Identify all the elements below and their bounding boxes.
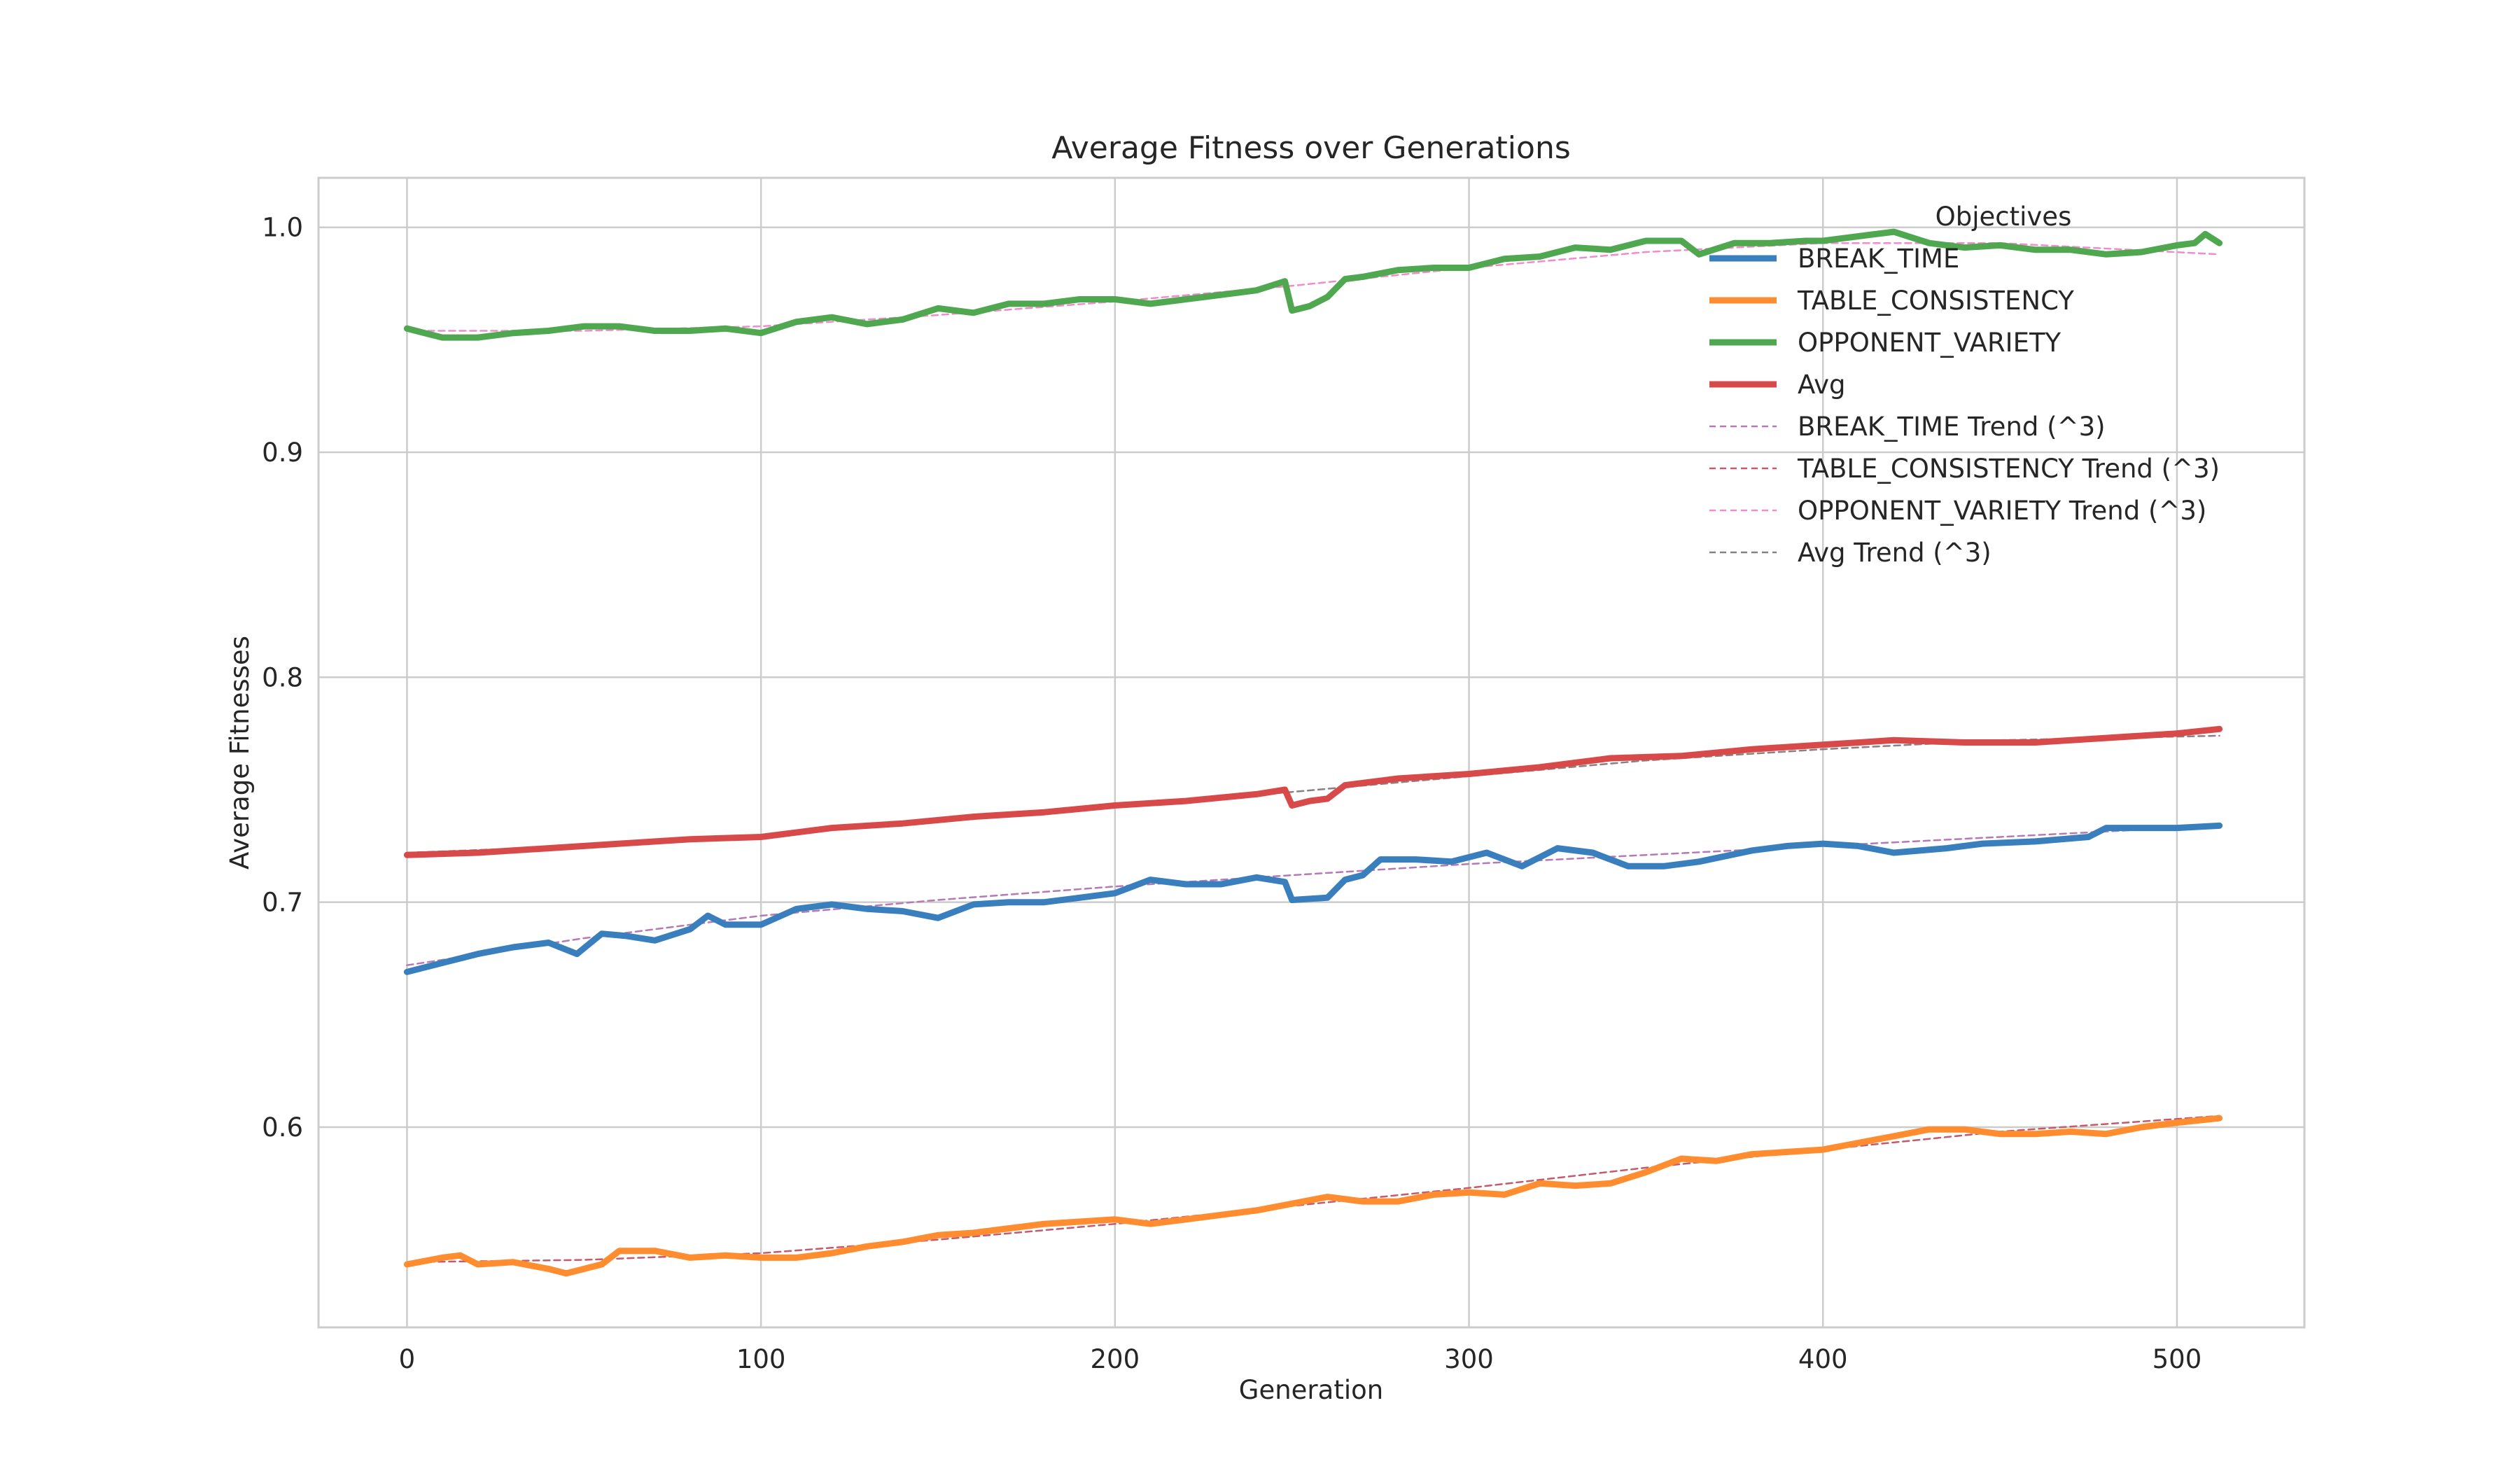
x-axis-label: Generation	[1239, 1375, 1383, 1405]
legend-label: OPPONENT_VARIETY Trend (^3)	[1798, 496, 2206, 526]
x-tick-label: 200	[1091, 1344, 1140, 1374]
legend-label: BREAK_TIME	[1798, 244, 1959, 274]
x-tick-label: 400	[1798, 1344, 1848, 1374]
series-line-break-time	[403, 822, 2223, 975]
legend-label: OPPONENT_VARIETY	[1798, 328, 2062, 358]
legend-label: Avg Trend (^3)	[1798, 538, 1991, 568]
y-tick-label: 0.7	[262, 888, 303, 918]
plot-frame	[317, 176, 2306, 1329]
legend-label: BREAK_TIME Trend (^3)	[1798, 412, 2106, 442]
y-tick-label: 0.8	[262, 662, 303, 692]
series-line-table-consistency	[403, 1115, 2223, 1277]
y-tick-label: 0.6	[262, 1112, 303, 1143]
legend-label: Avg	[1798, 370, 1846, 400]
x-tick-label: 100	[736, 1344, 786, 1374]
plot-series	[403, 228, 2223, 1277]
y-tick-label: 1.0	[262, 213, 303, 243]
legend-title: Objectives	[1935, 202, 2072, 232]
tick-labels: 0 100 200 300 400 500 0.6 0.7 0.8 0.9 1.0	[262, 213, 2202, 1374]
y-tick-label: 0.9	[262, 438, 303, 468]
series-line-avg	[403, 725, 2223, 858]
x-tick-label: 500	[2152, 1344, 2202, 1374]
grid	[318, 178, 2304, 1327]
legend-label: TABLE_CONSISTENCY	[1797, 286, 2074, 316]
legend: Objectives BREAK_TIME TABLE_CONSISTENCY OP…	[1709, 202, 2220, 568]
chart-title: Average Fitness over Generations	[1051, 130, 1571, 166]
x-tick-label: 300	[1444, 1344, 1494, 1374]
series-line-opponent-variety	[403, 228, 2223, 341]
legend-label: TABLE_CONSISTENCY Trend (^3)	[1797, 454, 2220, 484]
y-axis-label: Average Fitnesses	[225, 636, 255, 870]
x-tick-label: 0	[399, 1344, 416, 1374]
